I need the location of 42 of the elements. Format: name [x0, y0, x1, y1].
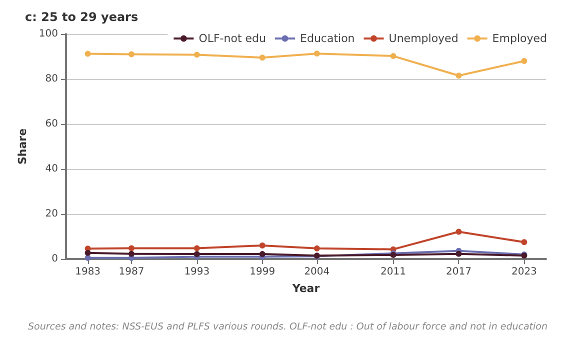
y-tick-label: 80	[45, 74, 58, 84]
x-tick-label: 1983	[75, 266, 101, 278]
point	[128, 250, 134, 257]
point	[128, 51, 134, 58]
point	[194, 52, 200, 58]
x-tick-label: 2011	[380, 266, 406, 278]
point	[194, 251, 200, 258]
legend-label: Education	[300, 32, 355, 45]
y-axis-title: Share	[16, 128, 30, 165]
x-axis-title: Year	[291, 282, 320, 295]
legend-label: OLF-not edu	[198, 32, 266, 45]
legend-label: Employed	[492, 32, 548, 45]
point	[521, 239, 528, 246]
point	[194, 245, 200, 252]
x-tick-label: 2017	[446, 266, 472, 278]
point	[314, 245, 320, 252]
point	[84, 254, 91, 261]
y-tick-label: 100	[38, 28, 58, 40]
x-tick-label: 2023	[511, 266, 537, 278]
point	[259, 54, 266, 61]
source-note: Sources and notes: NSS-EUS and PLFS various rounds. OLF-not edu : Out of labour force and not in education	[28, 322, 548, 332]
point	[390, 53, 396, 60]
y-tick-label: 20	[45, 208, 58, 220]
x-tick-label: 1987	[118, 266, 144, 278]
legend-label: Unemployed	[388, 32, 458, 45]
point	[456, 250, 462, 257]
point	[259, 242, 266, 248]
point	[84, 50, 91, 57]
y-tick-label: 60	[45, 118, 58, 130]
x-tick-label: 1999	[250, 266, 276, 278]
y-tick-label: 0	[52, 254, 58, 264]
point	[456, 72, 462, 79]
x-tick-label: 2004	[304, 266, 330, 278]
point	[456, 228, 462, 235]
point	[314, 50, 320, 57]
point	[521, 58, 528, 64]
chart-title: c: 25 to 29 years	[25, 10, 138, 24]
point	[84, 250, 91, 256]
point	[128, 245, 134, 252]
x-tick-label: 1993	[184, 266, 210, 278]
point	[259, 251, 266, 258]
y-tick-label: 40	[45, 164, 58, 174]
